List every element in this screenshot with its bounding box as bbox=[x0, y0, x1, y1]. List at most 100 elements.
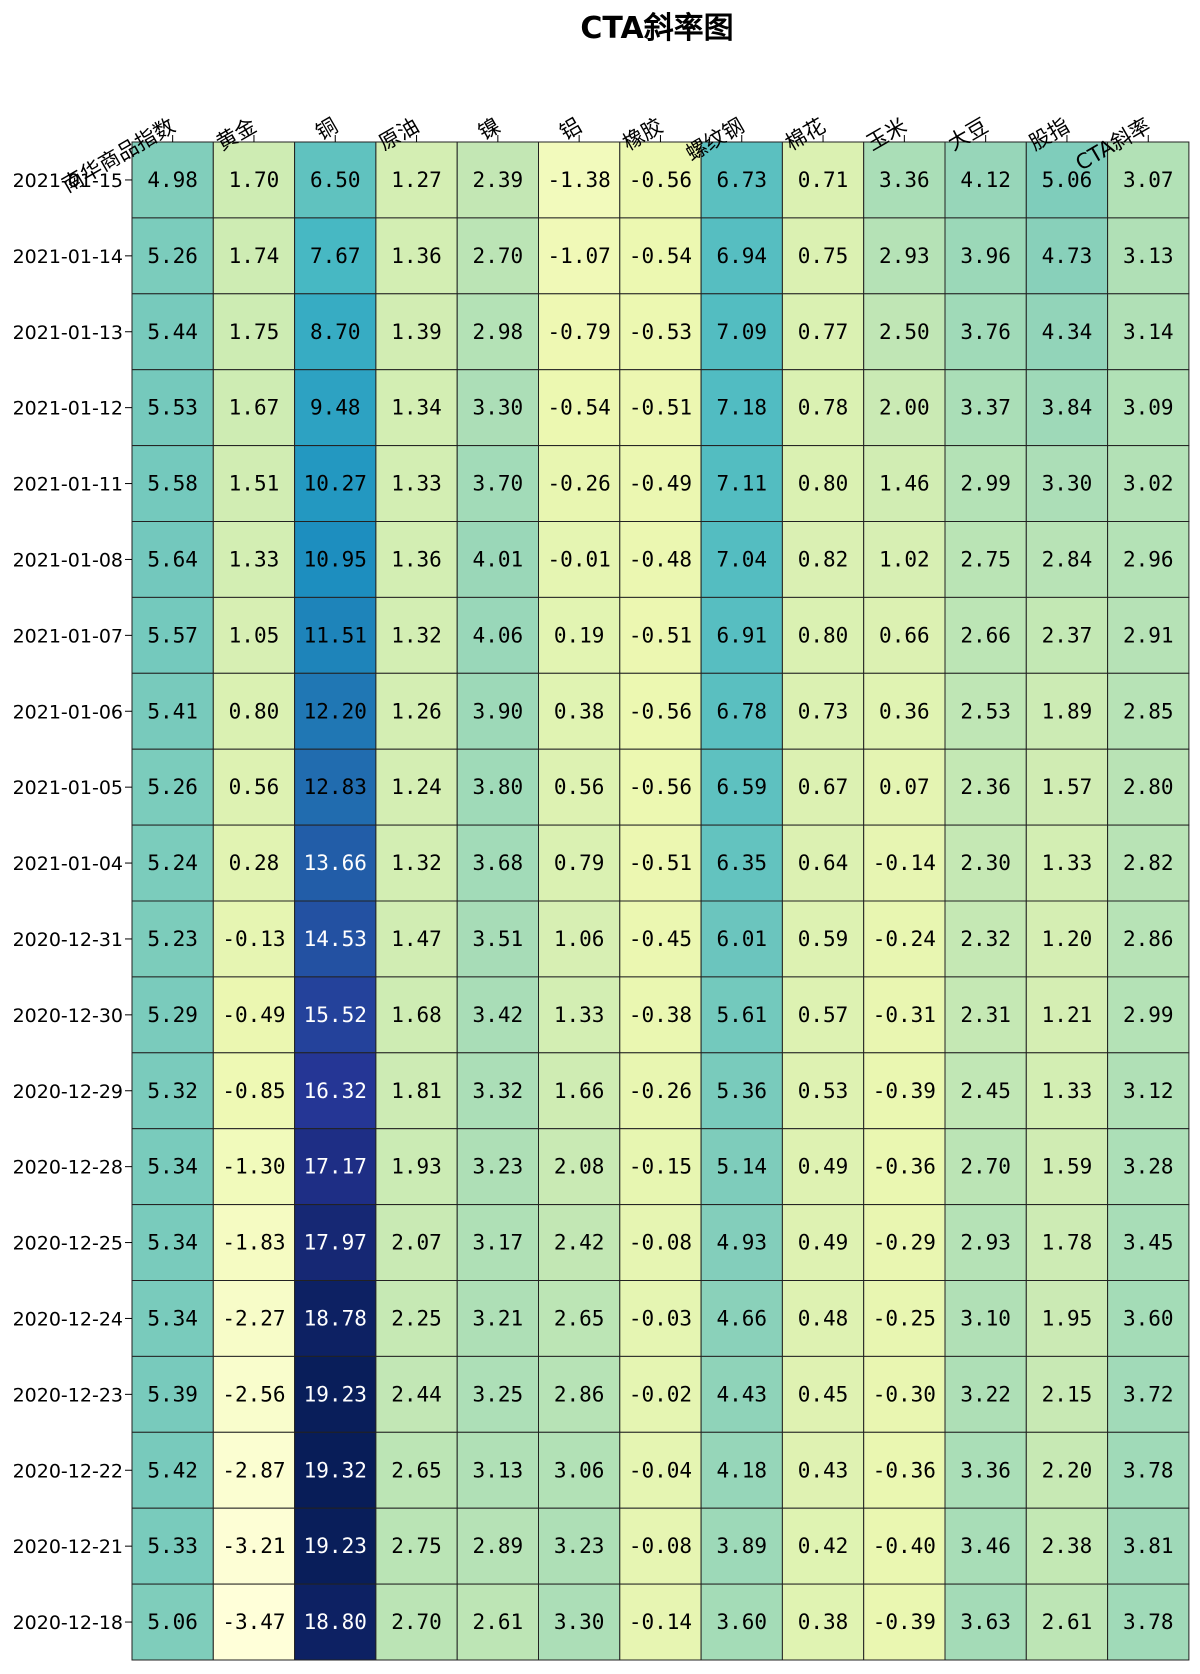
cell-value-label: -0.01 bbox=[548, 547, 611, 571]
heatmap-cell bbox=[1107, 900, 1190, 978]
row-label: 2020-12-25 bbox=[13, 1233, 123, 1255]
heatmap-cell bbox=[131, 141, 214, 219]
heatmap-cell bbox=[375, 1280, 458, 1357]
cell-value-label: 2.37 bbox=[1042, 623, 1093, 647]
heatmap-cell bbox=[1025, 1507, 1109, 1585]
cell-value-label: 3.42 bbox=[473, 1003, 524, 1027]
heatmap-cell bbox=[619, 1204, 702, 1281]
cell-value-label: 0.36 bbox=[879, 699, 930, 723]
cell-value-label: -0.29 bbox=[873, 1231, 936, 1255]
heatmap-cell bbox=[375, 1507, 458, 1585]
heatmap-cell bbox=[456, 672, 540, 750]
heatmap-cell bbox=[944, 1280, 1027, 1357]
cell-value-label: 5.14 bbox=[716, 1155, 767, 1179]
cell-value-label: 0.67 bbox=[798, 775, 849, 799]
heatmap-cell bbox=[700, 1052, 783, 1130]
heatmap-cell bbox=[619, 824, 702, 902]
cell-value-label: 2.99 bbox=[1123, 1003, 1174, 1027]
heatmap-cell bbox=[781, 369, 865, 447]
heatmap-cell bbox=[131, 1355, 214, 1433]
heatmap-cell bbox=[1025, 900, 1109, 978]
cell-value-label: 3.07 bbox=[1123, 168, 1174, 192]
cell-value-label: 1.34 bbox=[391, 396, 442, 420]
cell-value-label: 3.32 bbox=[473, 1079, 524, 1103]
cell-value-label: 3.10 bbox=[960, 1306, 1011, 1330]
cell-value-label: 5.06 bbox=[1042, 168, 1093, 192]
heatmap-cell bbox=[700, 596, 783, 674]
cell-value-label: -0.49 bbox=[629, 472, 692, 496]
cell-value-label: 3.76 bbox=[960, 320, 1011, 344]
heatmap-cell bbox=[619, 217, 702, 295]
cell-value-label: 4.01 bbox=[473, 547, 524, 571]
row-label: 2020-12-29 bbox=[13, 1081, 123, 1103]
heatmap-cell bbox=[456, 1507, 540, 1585]
heatmap-cell bbox=[1025, 1583, 1109, 1661]
cell-value-label: 7.04 bbox=[716, 547, 767, 571]
heatmap-cell bbox=[456, 217, 540, 295]
cell-value-label: -3.21 bbox=[222, 1534, 285, 1558]
heatmap-cell bbox=[294, 217, 377, 295]
heatmap-cell bbox=[1025, 596, 1109, 674]
cell-value-label: 1.32 bbox=[391, 623, 442, 647]
heatmap-cell bbox=[294, 748, 377, 826]
cell-value-label: 3.25 bbox=[473, 1382, 524, 1406]
heatmap-cell bbox=[294, 445, 377, 523]
heatmap-cell bbox=[456, 369, 540, 447]
cell-value-label: -0.08 bbox=[629, 1231, 692, 1255]
cell-value-label: 1.26 bbox=[391, 699, 442, 723]
cell-value-label: -0.15 bbox=[629, 1155, 692, 1179]
cell-value-label: 3.78 bbox=[1123, 1458, 1174, 1482]
heatmap-cell bbox=[1107, 141, 1190, 219]
cell-value-label: 0.48 bbox=[798, 1306, 849, 1330]
heatmap-cell bbox=[456, 293, 540, 371]
cell-value-label: 19.23 bbox=[304, 1382, 367, 1406]
cell-value-label: 6.01 bbox=[716, 927, 767, 951]
heatmap-cell bbox=[538, 141, 621, 219]
cell-value-label: 1.24 bbox=[391, 775, 442, 799]
cell-value-label: 2.30 bbox=[960, 851, 1011, 875]
cell-value-label: 1.95 bbox=[1042, 1306, 1093, 1330]
row-labels: 2021-01-15 2021-01-14 2021-01-13 2021-01-12… bbox=[13, 170, 132, 1634]
heatmap-cell bbox=[863, 141, 946, 219]
heatmap-cell bbox=[456, 1583, 540, 1661]
heatmap-cell bbox=[700, 521, 783, 598]
cell-value-label: 4.73 bbox=[1042, 244, 1093, 268]
heatmap-cell bbox=[1107, 1583, 1190, 1661]
cell-value-label: 5.32 bbox=[147, 1079, 198, 1103]
heatmap-cell bbox=[294, 976, 377, 1054]
heatmap-cell bbox=[538, 1204, 621, 1281]
cell-value-label: 0.66 bbox=[879, 623, 930, 647]
heatmap-cell bbox=[456, 141, 540, 219]
heatmap-cells: 4.98 1.70 6.50 1.27 2.39 -1.38 -0.56 6.73 0.71 3.… bbox=[131, 141, 1190, 1661]
heatmap-cell bbox=[456, 1355, 540, 1433]
cell-value-label: 3.63 bbox=[960, 1610, 1011, 1634]
heatmap-cell bbox=[619, 900, 702, 978]
cell-value-label: -0.02 bbox=[629, 1382, 692, 1406]
cell-value-label: 5.33 bbox=[147, 1534, 198, 1558]
cell-value-label: 0.53 bbox=[798, 1079, 849, 1103]
cell-value-label: 3.12 bbox=[1123, 1079, 1174, 1103]
heatmap-cell bbox=[781, 748, 865, 826]
cell-value-label: 5.42 bbox=[147, 1458, 198, 1482]
cell-value-label: 2.82 bbox=[1123, 851, 1174, 875]
cell-value-label: 2.07 bbox=[391, 1231, 442, 1255]
cell-value-label: 4.93 bbox=[716, 1231, 767, 1255]
heatmap-cell bbox=[863, 748, 946, 826]
heatmap-cell bbox=[212, 445, 296, 523]
cell-value-label: -0.56 bbox=[629, 699, 692, 723]
heatmap-cell bbox=[375, 369, 458, 447]
heatmap-cell bbox=[944, 596, 1027, 674]
heatmap-cell bbox=[944, 1507, 1027, 1585]
heatmap-cell bbox=[1107, 521, 1190, 598]
heatmap-cell bbox=[700, 445, 783, 523]
cell-value-label: 0.80 bbox=[798, 623, 849, 647]
cell-value-label: -0.56 bbox=[629, 775, 692, 799]
chart-title: CTA斜率图 bbox=[580, 11, 733, 46]
heatmap-cell bbox=[456, 1431, 540, 1509]
cell-value-label: 0.43 bbox=[798, 1458, 849, 1482]
cell-value-label: -0.14 bbox=[629, 1610, 692, 1634]
cell-value-label: 1.93 bbox=[391, 1155, 442, 1179]
heatmap-cell bbox=[538, 1128, 621, 1206]
cell-value-label: -1.38 bbox=[548, 168, 611, 192]
